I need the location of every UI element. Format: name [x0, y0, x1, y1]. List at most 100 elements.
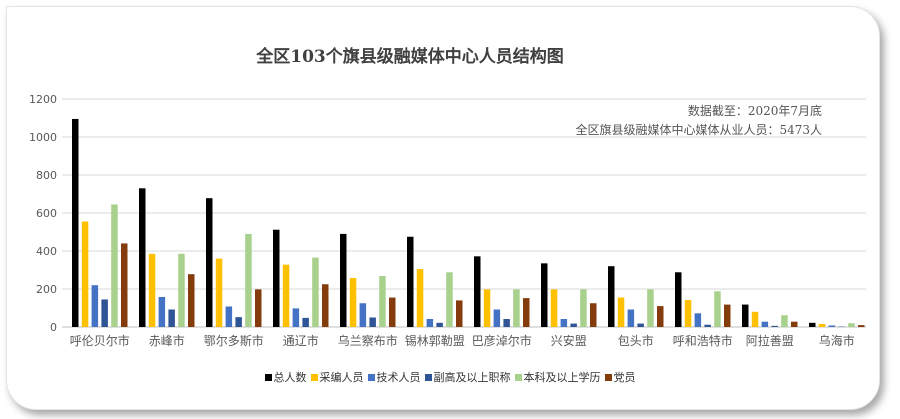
bar-11-2 [828, 325, 836, 327]
legend-swatch [424, 374, 432, 381]
bar-6-4 [513, 289, 520, 327]
bar-6-2 [493, 309, 501, 327]
legend-swatch [514, 374, 522, 381]
bar-7-2 [560, 319, 568, 327]
legend-label: 副高及以上职称 [433, 371, 511, 384]
bar-0-5 [121, 243, 128, 327]
bar-10-1 [751, 311, 759, 327]
bar-8-3 [637, 323, 644, 327]
legend-label: 技术人员 [376, 371, 421, 384]
bar-7-0 [541, 263, 548, 327]
data-date-note: 数据截至：2020年7月底 [687, 104, 822, 118]
legend-item: 采编人员 [310, 369, 364, 385]
bar-5-0 [407, 236, 414, 327]
bar-4-0 [340, 233, 347, 327]
y-tick-label: 400 [36, 245, 57, 258]
bar-4-5 [389, 297, 396, 327]
legend-label: 党员 [613, 371, 636, 384]
bar-2-1 [215, 258, 223, 327]
x-category-label: 包头市 [618, 333, 654, 348]
bar-10-5 [791, 321, 798, 327]
x-category-label: 鄂尔多斯市 [204, 333, 264, 348]
y-tick-label: 1000 [29, 131, 57, 144]
x-category-label: 赤峰市 [149, 333, 185, 348]
legend-swatch [367, 374, 375, 381]
y-tick-label: 800 [36, 169, 57, 182]
legend-item: 技术人员 [367, 369, 421, 385]
bar-7-5 [590, 303, 597, 327]
chart-card [6, 6, 880, 410]
bar-2-2 [225, 306, 233, 327]
bar-11-0 [809, 322, 816, 327]
bar-6-3 [503, 319, 510, 327]
bar-2-3 [235, 317, 242, 327]
bar-3-4 [312, 257, 319, 327]
y-tick-label: 600 [36, 207, 57, 220]
bar-9-3 [704, 324, 711, 327]
bar-11-1 [818, 323, 826, 327]
bar-5-4 [446, 272, 453, 327]
bar-9-0 [675, 272, 682, 327]
y-tick-label: 0 [50, 321, 57, 334]
bar-1-1 [148, 253, 156, 327]
bar-6-0 [474, 256, 481, 327]
bar-1-2 [158, 296, 166, 327]
bar-3-0 [273, 229, 280, 327]
bar-7-1 [550, 289, 558, 327]
bar-2-4 [245, 233, 252, 327]
bar-5-2 [426, 319, 434, 327]
bar-6-5 [523, 298, 530, 327]
bar-10-2 [761, 321, 769, 327]
bar-8-2 [627, 309, 635, 327]
chart-legend: 总人数 采编人员 技术人员 副高及以上职称 本科及以上学历 党员 [0, 369, 900, 385]
bar-10-3 [771, 325, 778, 327]
bar-3-3 [302, 317, 309, 327]
legend-item: 副高及以上职称 [424, 369, 511, 385]
bar-8-0 [608, 266, 615, 327]
bar-9-2 [694, 313, 702, 327]
bar-9-4 [714, 291, 721, 327]
legend-swatch [604, 374, 612, 381]
bar-0-2 [91, 285, 99, 327]
x-category-label: 兴安盟 [551, 333, 587, 348]
bar-11-4 [848, 323, 855, 327]
bar-10-4 [781, 315, 788, 327]
bar-5-5 [456, 300, 463, 327]
legend-swatch [264, 374, 272, 381]
bar-4-3 [369, 317, 376, 327]
bar-5-1 [416, 269, 424, 327]
bar-8-5 [657, 306, 664, 327]
legend-item: 总人数 [264, 369, 307, 385]
bar-11-5 [858, 325, 865, 327]
legend-label: 采编人员 [319, 371, 364, 384]
y-tick-label: 1200 [29, 93, 57, 106]
y-tick-label: 200 [36, 283, 57, 296]
bar-0-3 [101, 299, 108, 327]
bar-2-0 [206, 198, 213, 327]
x-category-label: 呼和浩特市 [673, 333, 733, 348]
x-category-label: 阿拉善盟 [746, 333, 794, 348]
bar-4-1 [349, 277, 357, 327]
bar-0-4 [111, 204, 118, 327]
x-category-label: 通辽市 [283, 333, 319, 348]
bar-4-4 [379, 276, 386, 327]
bar-5-3 [436, 322, 443, 327]
x-category-label: 乌海市 [819, 333, 855, 348]
x-category-label: 呼伦贝尔市 [70, 333, 130, 348]
x-category-label: 锡林郭勒盟 [405, 333, 465, 348]
staff-total-note: 全区旗县级融媒体中心媒体从业人员：5473人 [575, 123, 822, 137]
bar-6-1 [483, 289, 491, 327]
bar-3-2 [292, 308, 300, 327]
bar-8-4 [647, 289, 654, 327]
bar-10-0 [742, 304, 749, 327]
bar-0-0 [72, 118, 79, 327]
legend-swatch [310, 374, 318, 381]
bar-3-5 [322, 284, 329, 327]
legend-label: 总人数 [273, 371, 307, 384]
bar-4-2 [359, 303, 367, 327]
bar-1-4 [178, 253, 185, 327]
bar-9-1 [684, 300, 692, 327]
legend-item: 本科及以上学历 [514, 369, 601, 385]
bar-3-1 [282, 264, 290, 327]
